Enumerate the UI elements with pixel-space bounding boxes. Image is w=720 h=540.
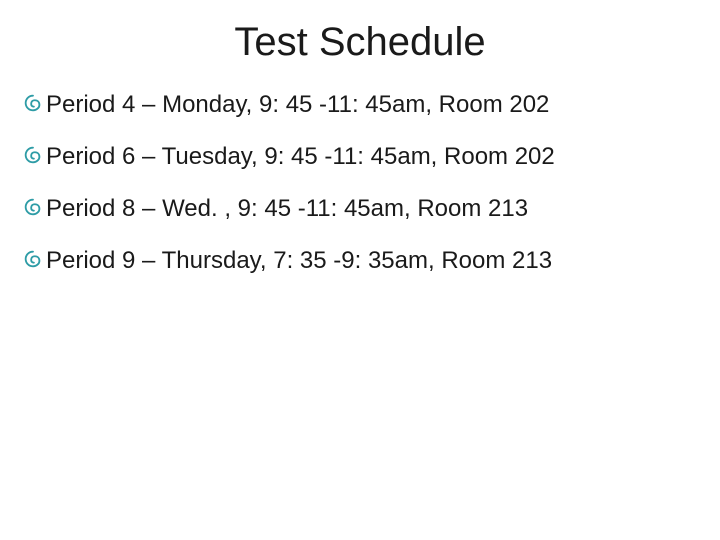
swirl-bullet-icon (22, 144, 44, 166)
list-item: Period 4 – Monday, 9: 45 -11: 45am, Room… (22, 90, 698, 120)
list-item-text: Period 8 – Wed. , 9: 45 -11: 45am, Room … (46, 194, 528, 224)
list-item-text: Period 9 – Thursday, 7: 35 -9: 35am, Roo… (46, 246, 552, 276)
list-item: Period 8 – Wed. , 9: 45 -11: 45am, Room … (22, 194, 698, 224)
bullet-list: Period 4 – Monday, 9: 45 -11: 45am, Room… (22, 90, 698, 298)
swirl-bullet-icon (22, 196, 44, 218)
list-item-text: Period 4 – Monday, 9: 45 -11: 45am, Room… (46, 90, 549, 120)
list-item: Period 9 – Thursday, 7: 35 -9: 35am, Roo… (22, 246, 698, 276)
slide: Test Schedule Period 4 – Monday, 9: 45 -… (0, 0, 720, 540)
swirl-bullet-icon (22, 248, 44, 270)
swirl-bullet-icon (22, 92, 44, 114)
slide-title: Test Schedule (0, 20, 720, 65)
list-item-text: Period 6 – Tuesday, 9: 45 -11: 45am, Roo… (46, 142, 555, 172)
list-item: Period 6 – Tuesday, 9: 45 -11: 45am, Roo… (22, 142, 698, 172)
